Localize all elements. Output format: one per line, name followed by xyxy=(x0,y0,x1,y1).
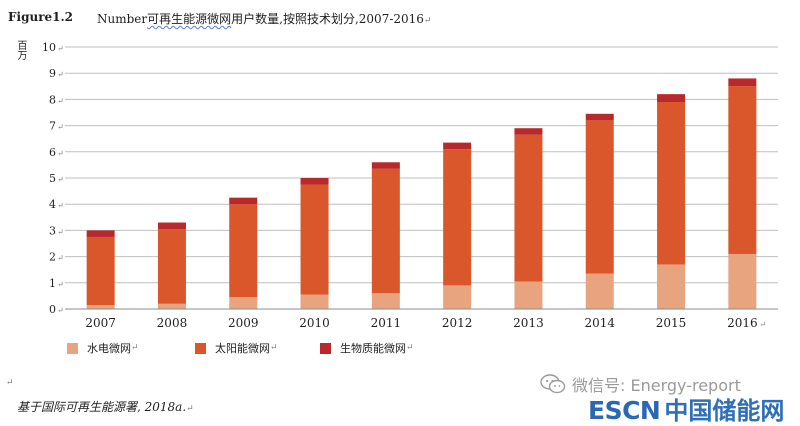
chart-title: Number可再生能源微网用户数量,按照技术划分,2007-2016↵ xyxy=(97,10,431,27)
legend-item-biomass: 生物质能微网 ↵ xyxy=(320,340,414,356)
bar-segment-solar-2016 xyxy=(728,86,757,254)
bar-segment-solar-2013 xyxy=(514,134,543,282)
bar-segment-hydro-2011 xyxy=(371,293,400,309)
logo-text-cn: 中国储能网 xyxy=(664,397,785,425)
bar-segment-hydro-2010 xyxy=(300,294,329,309)
legend-swatch-hydro xyxy=(67,342,78,354)
x-tick-label: 2016 xyxy=(727,316,758,330)
bar-segment-biomass-2016 xyxy=(728,78,757,87)
bar-segment-hydro-2012 xyxy=(443,285,472,309)
legend-label-solar: 太阳能微网 xyxy=(215,342,270,355)
chart-title-rest: 用户数量,按照技术划分,2007-2016 xyxy=(231,12,424,26)
x-tick-label: 2015 xyxy=(656,316,687,330)
bar-segment-solar-2011 xyxy=(371,168,400,294)
x-tick-label: 2013 xyxy=(513,316,544,330)
bar-chart: 0 ↵1 ↵2 ↵3 ↵4 ↵5 ↵6 ↵7 ↵8 ↵9 ↵10 ↵ 2007 2008 2009 2010… xyxy=(42,41,778,330)
wechat-icon xyxy=(540,374,566,394)
bar-segment-hydro-2007 xyxy=(86,305,115,309)
paragraph-mark: ↵ xyxy=(57,70,64,79)
bar-segment-biomass-2012 xyxy=(443,142,472,150)
bar-segment-biomass-2007 xyxy=(86,230,115,237)
source-note-text: 基于国际可再生能源署, 2018a. xyxy=(17,400,187,414)
y-tick-label: 3 xyxy=(49,224,56,237)
paragraph-mark: ↵ xyxy=(57,254,64,263)
legend-swatch-solar xyxy=(195,342,206,354)
bar-segment-solar-2014 xyxy=(585,120,614,274)
y-tick-label: 6 xyxy=(49,146,56,159)
bars xyxy=(86,78,757,309)
bar-segment-solar-2009 xyxy=(229,204,258,298)
paragraph-mark: ↵ xyxy=(57,201,64,210)
bar-segment-solar-2012 xyxy=(443,149,472,286)
x-tick-label: 2009 xyxy=(228,316,259,330)
bar-segment-biomass-2013 xyxy=(514,128,543,135)
bar-segment-biomass-2010 xyxy=(300,178,329,185)
x-tick-label: 2008 xyxy=(157,316,188,330)
bar-segment-hydro-2016 xyxy=(728,253,757,309)
paragraph-mark: ↵ xyxy=(57,280,64,289)
y-tick-label: 10 xyxy=(42,41,56,54)
x-tick-label: 2007 xyxy=(85,316,116,330)
bar-segment-biomass-2015 xyxy=(657,94,686,103)
bar-segment-solar-2008 xyxy=(157,229,186,304)
x-tick-label: 2010 xyxy=(299,316,330,330)
chart-title-word: Number xyxy=(97,12,148,26)
legend-label-hydro: 水电微网 xyxy=(87,342,131,355)
y-tick-label: 0 xyxy=(49,303,56,316)
bar-segment-hydro-2015 xyxy=(657,264,686,309)
x-tick-label: 2011 xyxy=(371,316,402,330)
paragraph-mark: ↵ xyxy=(6,378,14,388)
legend-label-biomass: 生物质能微网 xyxy=(340,342,406,355)
paragraph-mark: ↵ xyxy=(131,343,139,353)
wechat-watermark: 微信号: Energy-report xyxy=(540,372,741,396)
bar-segment-biomass-2014 xyxy=(585,113,614,121)
paragraph-mark: ↵ xyxy=(270,343,278,353)
x-tick-label: 2012 xyxy=(442,316,473,330)
y-tick-label: 1 xyxy=(49,277,56,290)
y-axis-unit-label: 百万 xyxy=(15,40,26,60)
legend-item-hydro: 水电微网 ↵ xyxy=(67,340,139,356)
escn-logo: ESCN 中国储能网 xyxy=(588,391,784,426)
paragraph-mark: ↵ xyxy=(57,96,64,105)
bar-segment-solar-2010 xyxy=(300,184,329,295)
y-tick-label: 7 xyxy=(49,120,56,133)
y-axis-ticks: 0 ↵1 ↵2 ↵3 ↵4 ↵5 ↵6 ↵7 ↵8 ↵9 ↵10 ↵ xyxy=(42,41,64,316)
paragraph-mark: ↵ xyxy=(423,16,432,26)
source-note: 基于国际可再生能源署, 2018a.↵ xyxy=(17,398,194,415)
bar-segment-solar-2007 xyxy=(86,236,115,306)
bar-segment-hydro-2008 xyxy=(157,303,186,309)
y-tick-label: 4 xyxy=(49,198,56,211)
x-tick-label: 2014 xyxy=(584,316,615,330)
bar-segment-biomass-2009 xyxy=(229,197,258,205)
bar-segment-biomass-2011 xyxy=(371,162,400,169)
paragraph-mark: ↵ xyxy=(57,306,64,315)
bar-segment-hydro-2013 xyxy=(514,281,543,309)
paragraph-mark: ↵ xyxy=(57,44,64,53)
figure-label: Figure1.2 xyxy=(8,10,74,24)
y-tick-label: 9 xyxy=(49,67,56,80)
bar-segment-hydro-2014 xyxy=(585,273,614,309)
legend-swatch-biomass xyxy=(320,342,331,354)
x-axis-ticks: 2007 2008 2009 2010 2011 2012 2013 2014 2015 2016… xyxy=(85,316,766,330)
legend: 水电微网 ↵ 太阳能微网 ↵ 生物质能微网 ↵ xyxy=(0,340,800,360)
y-tick-label: 2 xyxy=(49,251,56,264)
paragraph-mark: ↵ xyxy=(759,320,766,329)
chart-title-squiggled: 可再生能源微网 xyxy=(147,12,232,26)
paragraph-mark: ↵ xyxy=(406,343,414,353)
paragraph-mark: ↵ xyxy=(57,149,64,158)
watermark-text: 微信号: Energy-report xyxy=(572,376,741,395)
y-tick-label: 5 xyxy=(49,172,56,185)
logo-text-en: ESCN xyxy=(588,396,661,425)
bar-segment-hydro-2009 xyxy=(229,297,258,309)
bar-segment-solar-2015 xyxy=(657,102,686,265)
paragraph-mark: ↵ xyxy=(57,123,64,132)
paragraph-mark: ↵ xyxy=(57,227,64,236)
y-tick-label: 8 xyxy=(49,93,56,106)
legend-item-solar: 太阳能微网 ↵ xyxy=(195,340,278,356)
bar-segment-biomass-2008 xyxy=(157,222,186,230)
paragraph-mark: ↵ xyxy=(57,175,64,184)
paragraph-mark: ↵ xyxy=(186,404,194,414)
